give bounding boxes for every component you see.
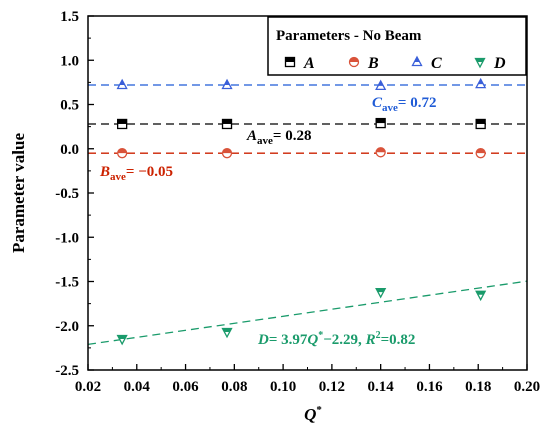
data-point-d [116, 334, 128, 346]
data-point-d [475, 290, 487, 302]
y-tick-label: -2.5 [55, 363, 79, 379]
marker-fill [117, 148, 127, 154]
x-tick-label: 0.10 [270, 379, 296, 395]
data-point-b [116, 148, 128, 159]
annotation-c-ave: Cave= 0.72 [372, 95, 436, 114]
legend-box [267, 16, 527, 76]
y-tick-label: -1.5 [55, 275, 79, 291]
x-tick-label: 0.20 [514, 379, 540, 395]
y-tick-label: 0.5 [60, 98, 79, 114]
marker-fill [222, 119, 232, 124]
data-markers [116, 77, 487, 346]
marker-fill [478, 79, 484, 85]
y-tick-label: -0.5 [55, 186, 79, 202]
data-point-c [475, 77, 487, 89]
reference-lines [88, 84, 527, 154]
x-tick-label: 0.18 [465, 379, 491, 395]
data-point-c [375, 79, 387, 91]
marker-fill [475, 58, 485, 62]
marker-fill [117, 335, 127, 340]
legend-marker-c [411, 55, 423, 67]
y-tick-label: -1.0 [55, 230, 79, 246]
legend-label-a: A [303, 55, 315, 72]
x-tick-label: 0.12 [319, 379, 345, 395]
marker-fill [349, 57, 359, 62]
legend: Parameters - No Beam A B C D [267, 16, 527, 76]
x-tick-label: 0.06 [172, 379, 199, 395]
x-axis: 0.02 0.04 0.06 0.08 0.10 0.12 0.14 0.16 0.18 0.20 [75, 364, 540, 395]
legend-label-c: C [431, 55, 442, 72]
y-tick-label: 0.0 [60, 142, 79, 158]
legend-marker-d [474, 57, 486, 69]
marker-fill [376, 147, 386, 153]
fit-line-d [87, 280, 528, 346]
data-point-c [116, 78, 128, 90]
data-point-b [475, 148, 486, 159]
marker-fill [285, 57, 295, 62]
data-point-d [375, 288, 387, 299]
marker-fill [414, 57, 420, 62]
marker-fill [476, 148, 486, 154]
annotation-d-fit: D= 3.97Q*−2.29, R2=0.82 [257, 330, 415, 348]
legend-marker-a [284, 56, 296, 68]
legend-label-b: B [367, 55, 379, 72]
data-point-b [375, 147, 386, 158]
data-point-b [221, 148, 233, 159]
x-tick-label: 0.14 [368, 379, 395, 395]
marker-fill [224, 80, 230, 86]
marker-fill [119, 80, 125, 86]
y-axis-title: Parameter value [9, 133, 28, 254]
annotation-b-ave: Bave= −0.05 [99, 164, 173, 183]
marker-fill [222, 148, 232, 154]
x-tick-label: 0.04 [124, 379, 151, 395]
data-point-a [116, 118, 128, 130]
x-tick-label: 0.08 [221, 379, 247, 395]
y-tick-label: 1.5 [60, 9, 79, 25]
marker-fill [378, 80, 384, 86]
data-point-c [221, 78, 233, 90]
data-point-a [475, 118, 486, 130]
data-point-d [221, 327, 233, 339]
marker-fill [117, 119, 127, 124]
y-tick-label: 1.0 [60, 53, 79, 69]
x-tick-label: 0.16 [416, 379, 443, 395]
data-point-a [221, 118, 233, 130]
marker-fill [376, 288, 386, 293]
y-tick-label: -2.0 [55, 319, 79, 335]
marker-fill [376, 118, 386, 124]
annotation-a-ave: Aave= 0.28 [246, 128, 311, 147]
x-axis-title: Q* [304, 404, 322, 424]
data-point-a [375, 117, 386, 129]
x-tick-label: 0.02 [75, 379, 101, 395]
legend-title: Parameters - No Beam [276, 28, 422, 44]
legend-marker-b [348, 56, 360, 68]
y-axis: 1.5 1.0 0.5 0.0 -0.5 -1.0 -1.5 -2.0 -2.5 [55, 9, 94, 379]
marker-fill [476, 119, 486, 124]
marker-fill [222, 328, 232, 332]
marker-fill [476, 291, 486, 295]
legend-label-d: D [493, 55, 506, 72]
